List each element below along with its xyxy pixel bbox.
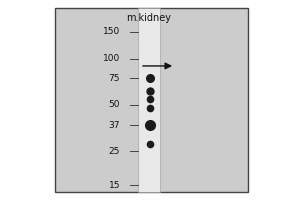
Text: m.kidney: m.kidney bbox=[127, 13, 172, 23]
Text: 75: 75 bbox=[109, 74, 120, 83]
Text: 150: 150 bbox=[103, 27, 120, 36]
Text: 25: 25 bbox=[109, 147, 120, 156]
Text: 100: 100 bbox=[103, 54, 120, 63]
Text: 15: 15 bbox=[109, 180, 120, 190]
Text: 50: 50 bbox=[109, 100, 120, 109]
Bar bbox=[55, 8, 248, 192]
Text: 37: 37 bbox=[109, 121, 120, 130]
Bar bbox=[138, 8, 160, 192]
